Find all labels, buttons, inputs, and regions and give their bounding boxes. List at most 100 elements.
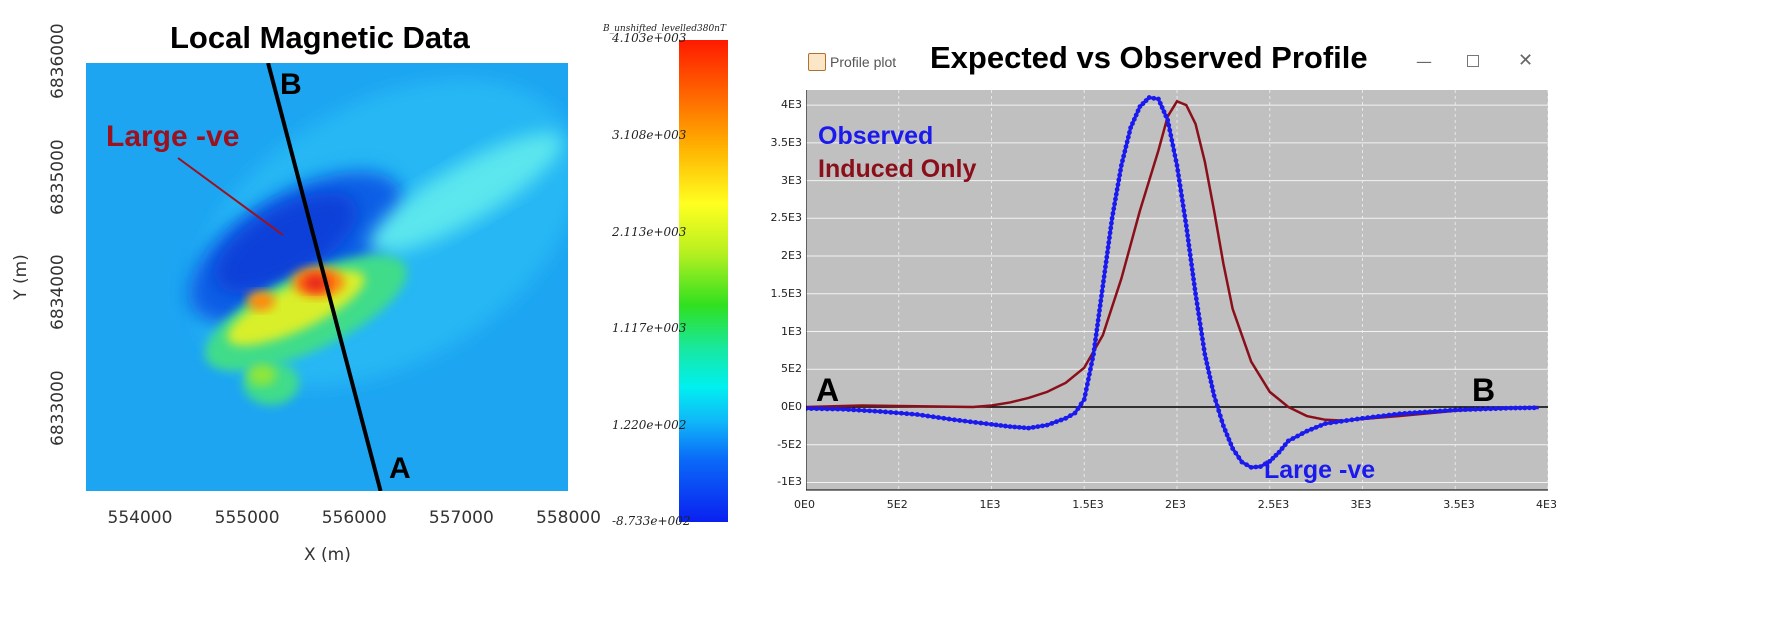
observed-point — [1174, 163, 1180, 168]
observed-point — [1508, 405, 1514, 411]
observed-point — [973, 419, 978, 425]
observed-point — [1095, 317, 1101, 323]
observed-point — [1226, 437, 1232, 442]
profile-x-tick: 3E3 — [1350, 498, 1372, 511]
close-button[interactable]: ✕ — [1518, 50, 1534, 71]
observed-point — [1156, 96, 1161, 102]
profile-y-tick: 4E3 — [781, 98, 802, 112]
observed-point — [1219, 418, 1225, 424]
observed-point — [1236, 455, 1242, 460]
observed-point — [1115, 182, 1121, 188]
observed-point — [1040, 423, 1045, 429]
observed-point — [1093, 332, 1099, 338]
observed-point — [1207, 374, 1213, 380]
profile-grid — [806, 90, 1548, 490]
observed-point — [1097, 303, 1103, 309]
observed-point — [1127, 130, 1132, 135]
observed-point — [1177, 183, 1183, 188]
profile-y-tick: 5E2 — [781, 362, 802, 376]
observed-point — [1194, 301, 1200, 307]
colorbar-tick: 2.113e+003 — [612, 224, 687, 239]
observed-point — [1531, 405, 1537, 411]
observed-point — [1170, 142, 1176, 148]
observed-point — [1044, 422, 1050, 428]
profile-y-tick: 2E3 — [781, 249, 802, 263]
observed-point — [1181, 208, 1187, 214]
observed-point — [930, 414, 936, 420]
observed-point — [1137, 104, 1143, 110]
observed-point — [1493, 406, 1499, 412]
profile-y-tick: 3E3 — [781, 173, 802, 187]
observed-point — [1101, 274, 1107, 279]
observed-point — [1233, 450, 1239, 456]
observed-point — [1184, 228, 1190, 234]
observed-point — [946, 416, 952, 422]
observed-point — [1095, 322, 1100, 328]
map-x-tick: 557000 — [428, 508, 494, 528]
observed-point — [1365, 415, 1371, 421]
magnetic-heatmap — [86, 63, 568, 491]
profile-x-tick: 5E2 — [886, 498, 908, 511]
observed-point — [1417, 410, 1423, 415]
observed-point — [1085, 376, 1091, 382]
observed-point — [1360, 415, 1365, 421]
observed-point — [1208, 379, 1214, 385]
observed-point — [1171, 147, 1177, 153]
observed-point — [1338, 418, 1344, 424]
observed-point — [1191, 276, 1196, 282]
observed-point — [1313, 424, 1319, 430]
observed-point — [1133, 112, 1139, 118]
colorbar-tick: 1.220e+002 — [612, 417, 687, 432]
observed-point — [1003, 423, 1008, 429]
observed-point — [1180, 198, 1185, 204]
observed-point — [989, 421, 994, 427]
observed-point — [1098, 298, 1104, 304]
observed-point — [1176, 173, 1181, 178]
observed-point — [1210, 388, 1216, 394]
map-y-tick: 6833000 — [48, 370, 68, 447]
observed-point — [1140, 101, 1146, 106]
colorbar-tick: 3.108e+003 — [612, 128, 687, 143]
observed-point — [909, 411, 915, 417]
observed-point — [806, 406, 809, 411]
profile-y-tick: -5E2 — [777, 437, 802, 451]
observed-point — [872, 408, 878, 414]
observed-point — [1333, 419, 1339, 425]
minimize-button[interactable]: — — [1416, 52, 1432, 71]
observed-point — [1262, 461, 1268, 467]
observed-point — [925, 413, 931, 419]
observed-point — [1290, 436, 1296, 441]
map-y-tick: 6835000 — [48, 138, 68, 215]
observed-point — [1178, 188, 1184, 194]
observed-points — [806, 95, 1537, 470]
observed-point — [1198, 326, 1204, 332]
observed-point — [1202, 351, 1208, 357]
observed-point — [1196, 311, 1202, 317]
observed-point — [1462, 407, 1468, 413]
observed-point — [1035, 424, 1041, 430]
profile-y-tick: 0E0 — [781, 399, 802, 413]
observed-point — [1099, 288, 1105, 294]
observed-point — [1049, 420, 1055, 426]
observed-point — [1228, 441, 1234, 447]
observed-point — [851, 407, 857, 413]
observed-point — [1128, 125, 1134, 131]
observed-point — [1285, 438, 1291, 444]
observed-point — [914, 412, 920, 417]
maximize-button[interactable] — [1467, 55, 1479, 67]
observed-point — [1244, 462, 1249, 468]
observed-point — [1452, 407, 1458, 413]
observed-point — [1081, 397, 1087, 402]
observed-point — [1402, 411, 1408, 416]
observed-point — [904, 411, 910, 417]
colorbar-tick: 1.117e+003 — [612, 321, 687, 336]
observed-point — [1101, 278, 1106, 284]
observed-point — [1199, 331, 1205, 337]
profile-annotation-large-ve: Large -ve — [1264, 456, 1376, 484]
observed-point — [1273, 452, 1279, 458]
observed-point — [1123, 144, 1129, 150]
observed-point — [1381, 413, 1387, 419]
observed-point — [1189, 267, 1195, 272]
observed-point — [1163, 113, 1169, 119]
observed-point — [1112, 201, 1118, 207]
